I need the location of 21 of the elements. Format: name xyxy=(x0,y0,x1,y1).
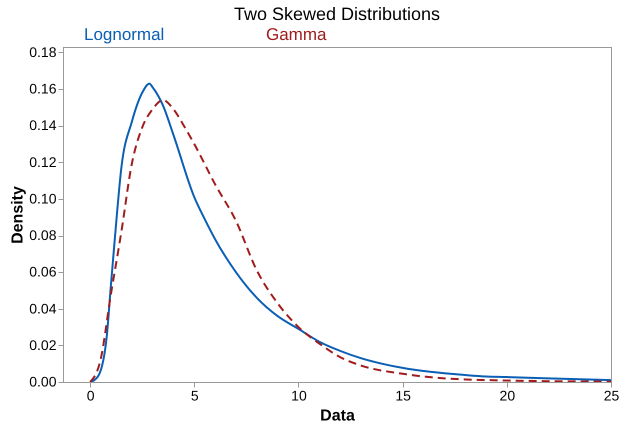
text: Lognormal xyxy=(84,24,164,44)
x-tick-label: 15 xyxy=(395,388,412,404)
x-tick-label: 20 xyxy=(500,388,516,404)
text: Gamma xyxy=(266,24,327,44)
y-tick-label: 0.16 xyxy=(29,80,57,97)
y-tick-label: 0.02 xyxy=(29,336,57,353)
y-axis-title: Density xyxy=(9,186,26,244)
chart-title: Two Skewed Distributions xyxy=(234,4,440,24)
x-tick-label: 25 xyxy=(604,388,620,404)
x-tick-label: 5 xyxy=(190,388,199,404)
x-tick-label: 10 xyxy=(291,388,307,404)
y-tick-label: 0.12 xyxy=(29,154,57,170)
y-tick-label: 0.10 xyxy=(29,190,57,206)
y-tick-label: 0.18 xyxy=(29,44,57,60)
x-axis-title: Data xyxy=(320,408,355,424)
y-tick-label: 0.04 xyxy=(29,300,57,316)
y-tick-label: 0.00 xyxy=(29,374,57,390)
y-tick-label: 0.08 xyxy=(29,227,57,244)
y-tick-label: 0.14 xyxy=(29,117,57,134)
x-tick-label: 0 xyxy=(86,388,95,404)
y-tick-label: 0.06 xyxy=(29,264,57,280)
